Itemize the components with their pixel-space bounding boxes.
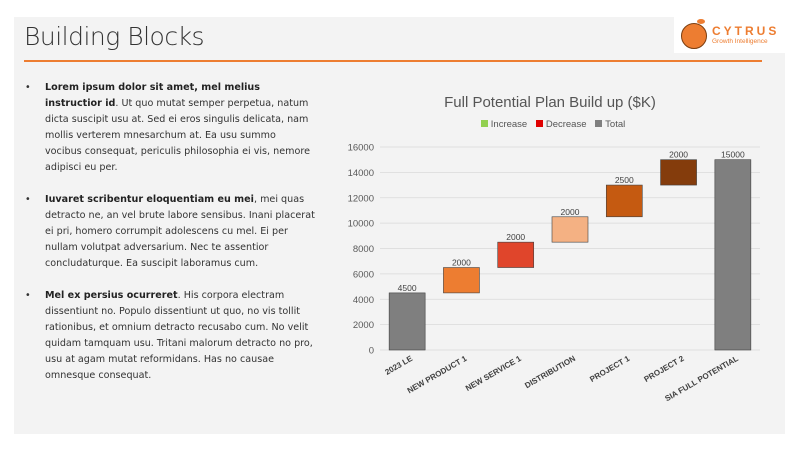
bullet-item: Lorem ipsum dolor sit amet, mel melius i… <box>25 80 315 176</box>
title-divider <box>24 60 762 62</box>
x-tick-label: NEW SERVICE 1 <box>464 354 523 393</box>
bullet-bold: Iuvaret scribentur eloquentiam eu mei <box>45 194 254 205</box>
y-tick-label: 16000 <box>348 143 374 154</box>
data-label: 4500 <box>398 283 417 293</box>
x-tick-label: PROJECT 1 <box>588 354 631 384</box>
legend-label: Increase <box>490 119 528 130</box>
y-tick-label: 12000 <box>348 193 374 204</box>
cytrus-logo: CYTRUS Growth Intelligence <box>674 17 785 53</box>
bar <box>497 241 535 268</box>
bullet-item: Mel ex persius ocurreret. His corpora el… <box>25 288 315 384</box>
bar <box>443 267 480 294</box>
bullet-list: Lorem ipsum dolor sit amet, mel melius i… <box>25 80 315 400</box>
y-tick-label: 14000 <box>348 168 374 179</box>
bullet-text: , mei quas detracto ne, an vel brute lab… <box>45 194 315 269</box>
data-label: 2000 <box>452 258 471 268</box>
legend-swatch-total <box>595 120 603 127</box>
y-tick-label: 8000 <box>353 244 374 255</box>
data-label: 15000 <box>721 150 745 160</box>
page-title: Building Blocks <box>24 22 205 51</box>
y-tick-label: 4000 <box>353 295 374 306</box>
x-tick-label: DISTRIBUTION <box>523 354 577 390</box>
legend-swatch-increase <box>480 120 488 127</box>
legend-swatch-decrease <box>535 120 543 127</box>
x-tick-label: NEW PRODUCT 1 <box>406 354 469 396</box>
bar <box>714 159 752 351</box>
bullet-text: . Ut quo mutat semper perpetua, natum di… <box>45 98 310 173</box>
orange-icon <box>681 23 707 49</box>
bullet-text: . His corpora electram dissentiunt no. P… <box>45 290 313 381</box>
leaf-icon <box>697 19 705 24</box>
bar <box>388 292 426 351</box>
bar <box>660 159 697 186</box>
bullet-bold: Lorem ipsum dolor sit amet, mel melius i… <box>45 82 260 109</box>
chart-title: Full Potential Plan Build up ($K) <box>444 94 656 111</box>
bullet-item: Iuvaret scribentur eloquentiam eu mei, m… <box>25 192 315 272</box>
bar <box>551 216 589 243</box>
x-tick-label: PROJECT 2 <box>643 354 686 384</box>
y-tick-label: 10000 <box>348 219 374 230</box>
logo-tagline: Growth Intelligence <box>712 38 768 45</box>
y-tick-label: 2000 <box>353 320 374 331</box>
logo-name: CYTRUS <box>712 24 780 38</box>
data-label: 2000 <box>506 232 525 242</box>
legend-label: Total <box>605 119 626 130</box>
data-label: 2500 <box>615 175 634 185</box>
legend-label: Decrease <box>545 119 587 130</box>
x-tick-label: 2023 LE <box>383 354 414 377</box>
bullet-bold: Mel ex persius ocurreret <box>45 290 178 301</box>
data-label: 2000 <box>669 150 688 160</box>
data-label: 2000 <box>561 207 580 217</box>
y-tick-label: 6000 <box>353 269 374 280</box>
bar <box>605 184 643 218</box>
chart-legend: Increase Decrease Total <box>330 119 770 130</box>
y-tick-label: 0 <box>369 346 374 357</box>
